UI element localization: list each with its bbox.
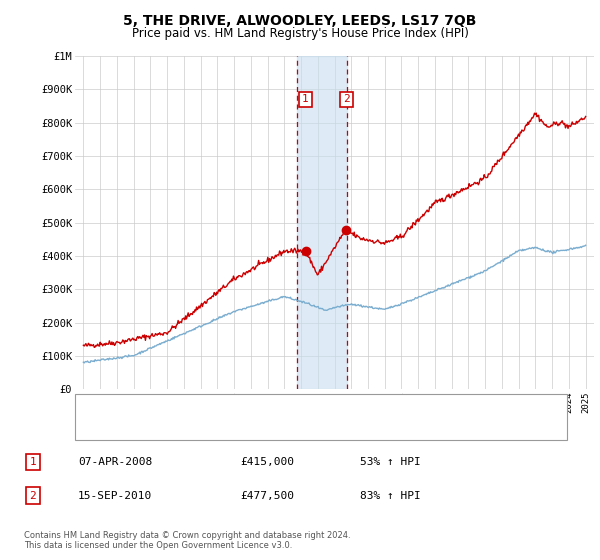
Text: 07-APR-2008: 07-APR-2008 (78, 457, 152, 467)
Text: 5, THE DRIVE, ALWOODLEY, LEEDS, LS17 7QB: 5, THE DRIVE, ALWOODLEY, LEEDS, LS17 7QB (124, 14, 476, 28)
Text: £477,500: £477,500 (240, 491, 294, 501)
Text: 15-SEP-2010: 15-SEP-2010 (78, 491, 152, 501)
FancyBboxPatch shape (75, 394, 567, 440)
Text: 2: 2 (343, 94, 350, 104)
Text: Contains HM Land Registry data © Crown copyright and database right 2024.
This d: Contains HM Land Registry data © Crown c… (24, 531, 350, 550)
Text: Price paid vs. HM Land Registry's House Price Index (HPI): Price paid vs. HM Land Registry's House … (131, 27, 469, 40)
Text: 83% ↑ HPI: 83% ↑ HPI (360, 491, 421, 501)
Bar (297, 56, 347, 389)
Text: £415,000: £415,000 (240, 457, 294, 467)
Text: 2: 2 (29, 491, 37, 501)
Text: 53% ↑ HPI: 53% ↑ HPI (360, 457, 421, 467)
Text: HPI: Average price, detached house, Leeds: HPI: Average price, detached house, Leed… (117, 422, 340, 432)
Text: 1: 1 (302, 94, 309, 104)
Text: 1: 1 (29, 457, 37, 467)
Text: 5, THE DRIVE, ALWOODLEY, LEEDS, LS17 7QB (detached house): 5, THE DRIVE, ALWOODLEY, LEEDS, LS17 7QB… (117, 401, 449, 411)
